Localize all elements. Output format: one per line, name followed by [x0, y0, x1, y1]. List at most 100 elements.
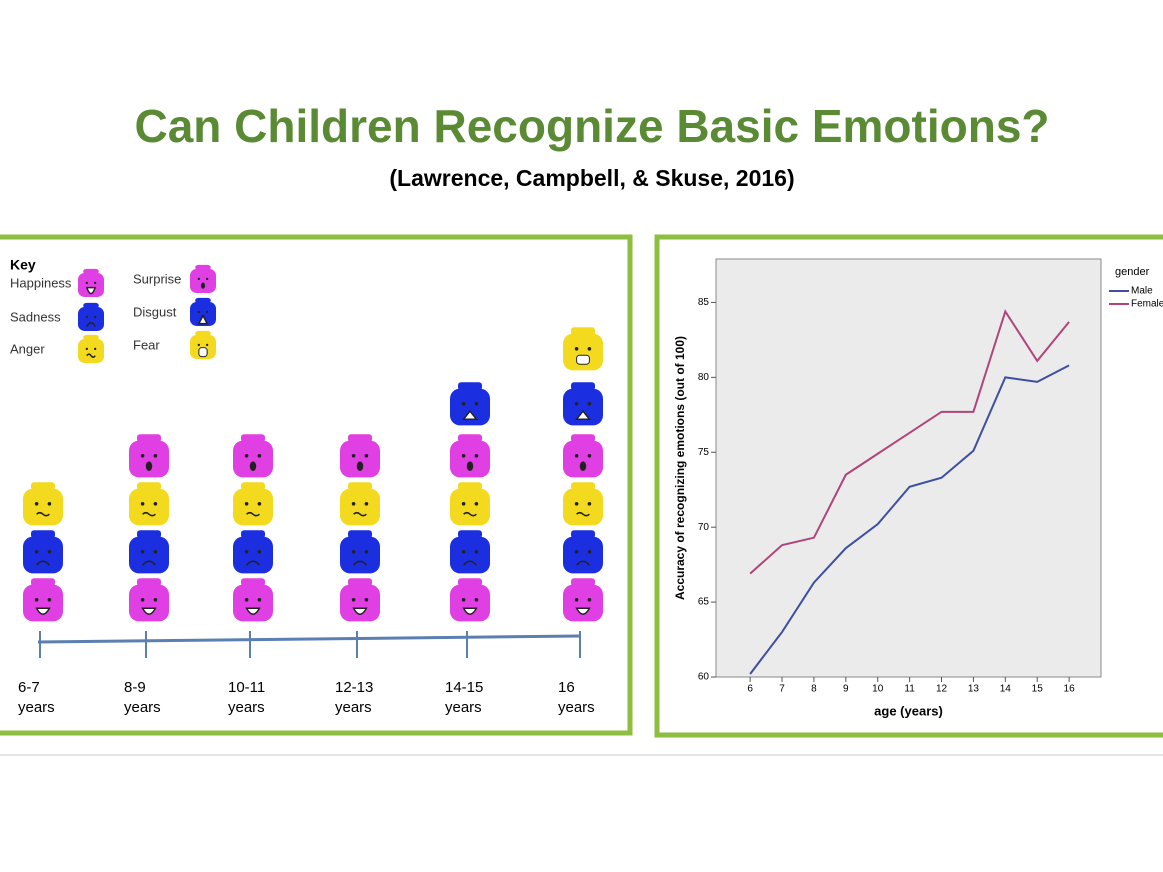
icon-head — [563, 440, 603, 478]
emotion-icon — [23, 578, 63, 622]
icon-head — [233, 488, 273, 526]
icon-stud — [83, 268, 99, 275]
icon-stud — [348, 578, 372, 587]
icon-eye — [351, 598, 356, 602]
icon-stud — [31, 482, 55, 491]
data-line — [749, 309, 1070, 575]
icon-eye — [47, 550, 52, 554]
emotion-icon — [563, 382, 603, 426]
icon-head — [23, 536, 63, 574]
y-axis-label: Accuracy of recognizing emotions (out of… — [673, 336, 687, 600]
emotion-icon — [78, 268, 104, 297]
legend-label: Male — [1131, 286, 1153, 297]
icon-stud — [571, 578, 595, 587]
x-tick-label: 12 — [936, 684, 948, 695]
icon-head — [129, 488, 169, 526]
y-tick-label: 85 — [698, 297, 710, 308]
icon-stud — [137, 482, 161, 491]
age-unit: years — [124, 699, 161, 716]
key-title: Key — [10, 257, 36, 273]
emotion-icon — [450, 434, 490, 478]
icon-eye — [587, 347, 592, 351]
icon-eye — [153, 502, 158, 506]
icon-stud — [458, 382, 482, 391]
icon-eye — [197, 310, 201, 314]
icon-eye — [257, 598, 262, 602]
icon-stud — [571, 434, 595, 443]
emotion-icon — [129, 482, 169, 526]
icon-eye — [461, 454, 466, 458]
icon-head — [78, 339, 104, 363]
icon-eye — [244, 550, 249, 554]
emotion-icon — [23, 530, 63, 574]
icon-head — [450, 440, 490, 478]
icon-eye — [257, 502, 262, 506]
icon-head — [78, 307, 104, 331]
icon-mouth — [246, 511, 260, 517]
icon-eye — [574, 598, 579, 602]
icon-eye — [587, 402, 592, 406]
icon-head — [340, 536, 380, 574]
key-label: Happiness — [10, 275, 72, 290]
icon-stud — [241, 578, 265, 587]
icon-stud — [348, 482, 372, 491]
icon-head — [340, 488, 380, 526]
x-tick-label: 6 — [747, 684, 753, 695]
icon-head — [23, 584, 63, 622]
y-tick-label: 65 — [698, 597, 710, 608]
icon-stud — [137, 578, 161, 587]
icon-eye — [474, 502, 479, 506]
y-tick-label: 75 — [698, 447, 710, 458]
emotion-icon — [563, 327, 603, 371]
icon-stud — [458, 578, 482, 587]
icon-stud — [137, 530, 161, 539]
age-label: 10-11 — [228, 679, 265, 696]
emotion-icon — [190, 264, 216, 293]
icon-mouth — [142, 511, 156, 517]
icon-eye — [153, 598, 158, 602]
icon-head — [563, 536, 603, 574]
x-tick-label: 11 — [904, 684, 915, 695]
icon-eye — [140, 550, 145, 554]
icon-eye — [140, 502, 145, 506]
icon-stud — [195, 330, 211, 337]
icon-eye — [205, 343, 209, 347]
icon-eye — [574, 402, 579, 406]
icon-mouth — [463, 560, 477, 566]
icon-mouth — [86, 321, 96, 328]
icon-stud — [31, 530, 55, 539]
icon-stud — [458, 530, 482, 539]
icon-eye — [474, 402, 479, 406]
key-label: Fear — [133, 337, 160, 352]
icon-eye — [197, 343, 201, 347]
x-tick-label: 13 — [968, 684, 980, 695]
icon-stud — [241, 482, 265, 491]
legend-title: gender — [1115, 266, 1150, 278]
age-unit: years — [558, 699, 595, 716]
icon-mouth — [462, 409, 478, 420]
x-tick-label: 15 — [1032, 684, 1044, 695]
icon-eye — [205, 310, 209, 314]
icon-eye — [351, 502, 356, 506]
emotion-icon — [129, 578, 169, 622]
emotion-icon — [190, 330, 216, 359]
icon-eye — [587, 502, 592, 506]
icon-head — [563, 584, 603, 622]
icon-mouth — [246, 560, 260, 566]
icon-head — [129, 536, 169, 574]
emotion-icon — [340, 578, 380, 622]
legend-label: Female — [1131, 299, 1163, 310]
icon-head — [340, 440, 380, 478]
icon-mouth — [145, 461, 153, 472]
icon-mouth — [466, 461, 474, 472]
age-unit: years — [228, 699, 265, 716]
emotion-icon — [78, 334, 104, 363]
icon-mouth — [86, 353, 96, 358]
icon-head — [233, 584, 273, 622]
icon-eye — [587, 550, 592, 554]
emotion-icon — [78, 302, 104, 331]
icon-eye — [351, 550, 356, 554]
icon-mouth — [576, 354, 590, 365]
icon-eye — [364, 502, 369, 506]
emotion-icon — [450, 578, 490, 622]
